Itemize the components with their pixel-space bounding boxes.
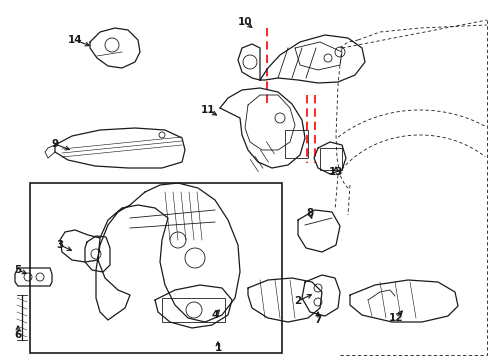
Text: 1: 1 [214, 343, 221, 353]
Text: 8: 8 [306, 208, 313, 218]
Bar [30, 183, 282, 353]
Text: 4: 4 [211, 310, 218, 320]
Text: 6: 6 [14, 330, 21, 340]
Text: 3: 3 [56, 240, 63, 250]
Bar [162, 298, 224, 322]
Bar [285, 130, 307, 158]
Text: 12: 12 [388, 313, 403, 323]
Text: 14: 14 [67, 35, 82, 45]
Text: 7: 7 [314, 315, 321, 325]
Text: 5: 5 [14, 265, 21, 275]
Text: 11: 11 [201, 105, 215, 115]
Text: 9: 9 [51, 139, 59, 149]
Text: 2: 2 [294, 296, 301, 306]
Text: 10: 10 [237, 17, 252, 27]
Text: 13: 13 [328, 167, 343, 177]
Bar [319, 148, 341, 170]
